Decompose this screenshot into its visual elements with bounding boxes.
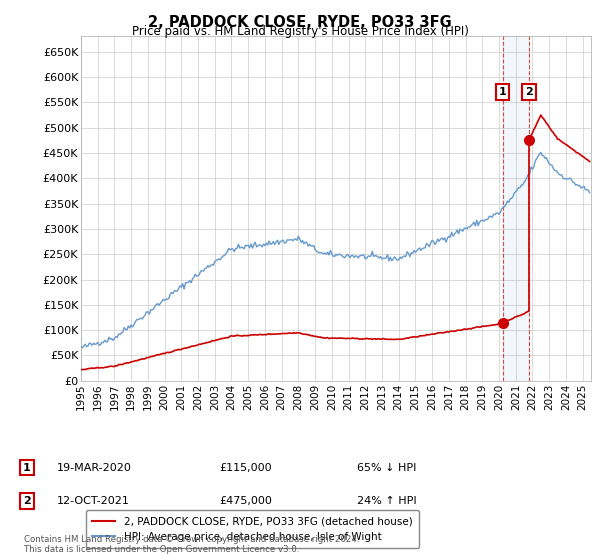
Text: £475,000: £475,000 — [219, 496, 272, 506]
Text: 1: 1 — [23, 463, 31, 473]
Bar — [503, 36, 529, 381]
Text: Contains HM Land Registry data © Crown copyright and database right 2024.
This d: Contains HM Land Registry data © Crown c… — [24, 535, 359, 554]
Text: 19-MAR-2020: 19-MAR-2020 — [57, 463, 132, 473]
Text: 2: 2 — [23, 496, 31, 506]
Text: 65% ↓ HPI: 65% ↓ HPI — [357, 463, 416, 473]
Text: £115,000: £115,000 — [219, 463, 272, 473]
Text: 2: 2 — [525, 87, 533, 97]
Legend: 2, PADDOCK CLOSE, RYDE, PO33 3FG (detached house), HPI: Average price, detached : 2, PADDOCK CLOSE, RYDE, PO33 3FG (detach… — [86, 510, 419, 548]
Text: 24% ↑ HPI: 24% ↑ HPI — [357, 496, 416, 506]
Text: 2, PADDOCK CLOSE, RYDE, PO33 3FG: 2, PADDOCK CLOSE, RYDE, PO33 3FG — [148, 15, 452, 30]
Text: Price paid vs. HM Land Registry's House Price Index (HPI): Price paid vs. HM Land Registry's House … — [131, 25, 469, 38]
Text: 12-OCT-2021: 12-OCT-2021 — [57, 496, 130, 506]
Text: 1: 1 — [499, 87, 506, 97]
